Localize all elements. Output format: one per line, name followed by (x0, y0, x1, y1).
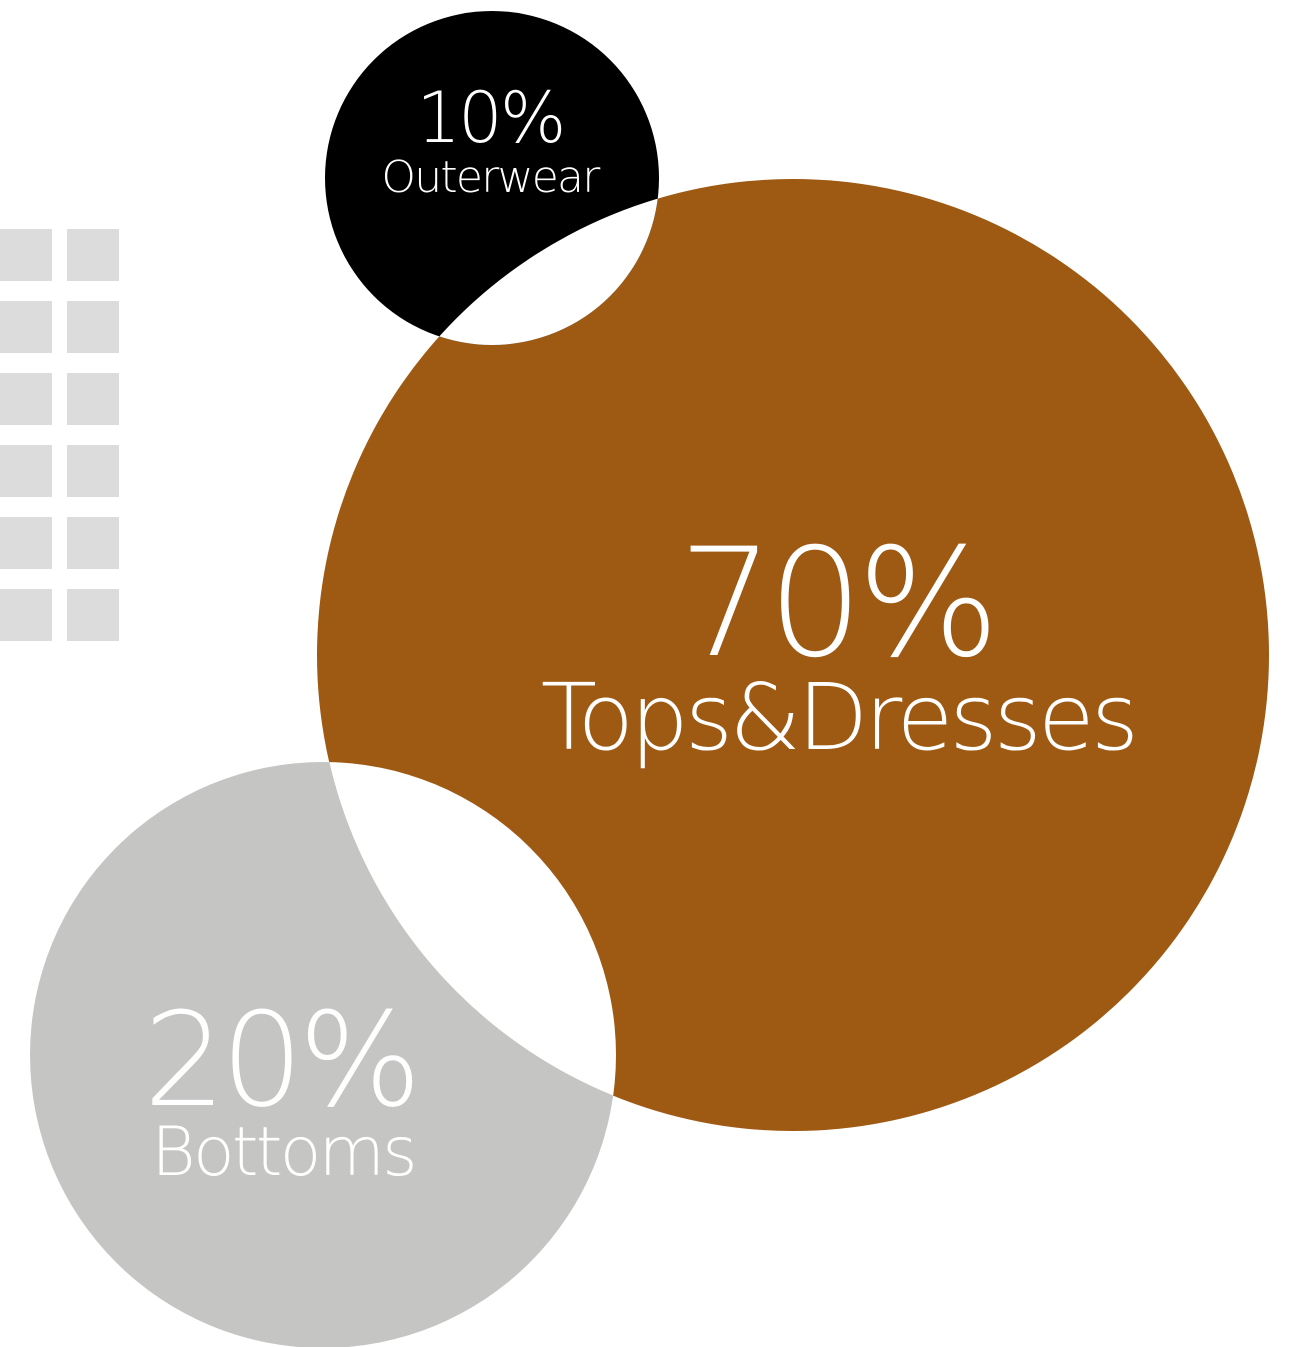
grid-square (0, 373, 52, 425)
grid-square (0, 517, 52, 569)
decorative-square-grid (0, 229, 120, 643)
grid-square (0, 301, 52, 353)
grid-square (0, 445, 52, 497)
grid-square (67, 373, 119, 425)
grid-square (0, 229, 52, 281)
grid-square (67, 589, 119, 641)
bottoms-value-label: 20% (143, 984, 416, 1136)
grid-square (0, 589, 52, 641)
outerwear-category-label: Outerwear (381, 152, 601, 203)
grid-square (67, 301, 119, 353)
grid-square (67, 445, 119, 497)
grid-square (67, 517, 119, 569)
tops-dresses-value-label: 70% (678, 517, 993, 691)
grid-square (67, 229, 119, 281)
outerwear-value-label: 10% (416, 77, 563, 159)
bottoms-category-label: Bottoms (151, 1113, 415, 1192)
tops-dresses-category-label: Tops&Dresses (541, 664, 1135, 771)
